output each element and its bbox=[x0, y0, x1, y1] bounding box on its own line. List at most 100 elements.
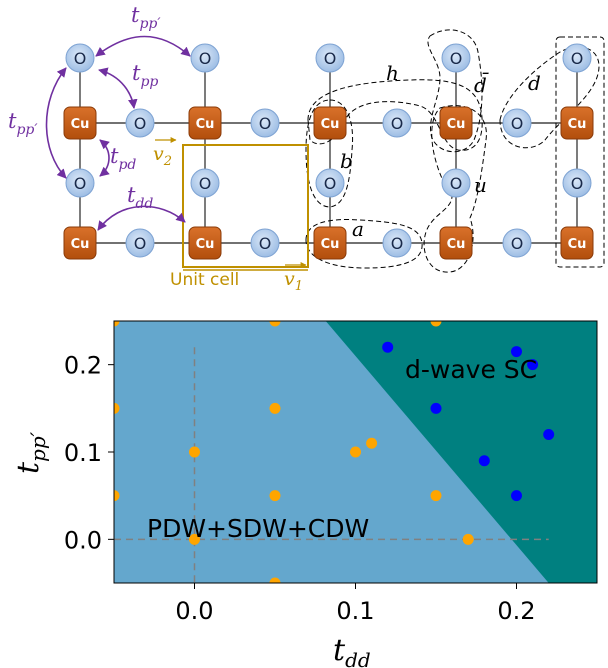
hopping-pp-prime-left-label: tpp′ bbox=[8, 109, 38, 138]
hopping-pp-prime-left-arrow bbox=[45, 67, 67, 179]
hopping-dd-arrow bbox=[97, 205, 186, 231]
pdw-data-point bbox=[269, 321, 281, 327]
o-label: O bbox=[259, 234, 272, 253]
o-atom: O bbox=[190, 43, 220, 73]
cluster-u-label: u bbox=[474, 173, 487, 197]
o-label: O bbox=[391, 234, 404, 253]
cluster-b-label: b bbox=[340, 149, 353, 173]
x-axis-label: tdd bbox=[333, 633, 371, 668]
pdw-data-point bbox=[114, 490, 120, 502]
hopping-pp-prime-top-arrow bbox=[95, 35, 191, 57]
cluster-u-outline bbox=[423, 105, 487, 273]
vector-v1-label: v1 bbox=[284, 268, 303, 294]
o-label: O bbox=[571, 49, 584, 68]
cluster-d-label: d bbox=[528, 71, 541, 95]
sc-data-point bbox=[382, 341, 394, 353]
o-atom: O bbox=[441, 168, 471, 198]
pdw-data-point bbox=[269, 490, 281, 502]
pdw-data-point bbox=[430, 490, 442, 502]
cu-atom: Cu bbox=[439, 106, 473, 140]
cu-label: Cu bbox=[71, 117, 90, 132]
x-tick-label: 0.1 bbox=[336, 597, 374, 625]
hopping-arrows bbox=[45, 35, 191, 231]
o-atom: O bbox=[502, 228, 532, 258]
o-atom: O bbox=[190, 168, 220, 198]
pdw-data-point bbox=[189, 446, 200, 458]
o-label: O bbox=[134, 114, 147, 133]
y-tick-label: 0.2 bbox=[64, 352, 102, 380]
o-label: O bbox=[199, 174, 212, 193]
pdw-data-point bbox=[350, 446, 361, 458]
sc-region-label: d-wave SC bbox=[405, 355, 537, 384]
o-label: O bbox=[74, 49, 87, 68]
sc-region bbox=[325, 321, 597, 583]
cluster-a-outline bbox=[305, 219, 423, 269]
o-atom: O bbox=[382, 228, 412, 258]
y-tick-label: 0.0 bbox=[64, 526, 102, 554]
sc-data-point bbox=[511, 490, 522, 502]
atoms: Cu O Cu O Cu O Cu O Cu Cu O Cu O Cu O Cu O Cu O O O O O O O O O O bbox=[63, 43, 594, 260]
o-label: O bbox=[571, 174, 584, 193]
cu-label: Cu bbox=[447, 117, 466, 132]
cu-atom: Cu bbox=[188, 106, 222, 140]
cu-atom: Cu bbox=[439, 226, 473, 260]
phase-diagram-chart: d-wave SC PDW+SDW+CDW 0.0 0.0 0.1 0.1 0.2 0.2… bbox=[11, 320, 598, 668]
cu-atom: Cu bbox=[560, 226, 594, 260]
axis-ticks: 0.0 0.0 0.1 0.1 0.2 0.2 bbox=[64, 352, 536, 625]
pdw-data-point bbox=[366, 437, 378, 449]
o-atom: O bbox=[562, 168, 592, 198]
y-axis-label: tpp′ bbox=[11, 431, 50, 474]
cu-atom: Cu bbox=[63, 106, 97, 140]
cu-label: Cu bbox=[321, 237, 340, 252]
unit-cell-label: Unit cell bbox=[170, 270, 239, 290]
hopping-pp-label: tpp bbox=[132, 61, 158, 90]
hopping-dd-label: tdd bbox=[127, 183, 153, 212]
cu-atom: Cu bbox=[560, 106, 594, 140]
pdw-data-point bbox=[269, 577, 281, 583]
o-label: O bbox=[511, 114, 524, 133]
o-atom: O bbox=[65, 43, 95, 73]
cu-atom: Cu bbox=[63, 226, 97, 260]
cluster-dbar-outline bbox=[427, 29, 483, 153]
hopping-pp-prime-top-label: tpp′ bbox=[131, 3, 161, 32]
pdw-data-point bbox=[430, 321, 442, 327]
o-label: O bbox=[391, 114, 404, 133]
pdw-data-point bbox=[114, 402, 120, 414]
pdw-data-point bbox=[269, 402, 281, 414]
sc-data-point bbox=[478, 455, 490, 467]
o-label: O bbox=[450, 49, 463, 68]
cluster-outlines bbox=[305, 29, 605, 273]
o-atom: O bbox=[502, 108, 532, 138]
o-atom: O bbox=[250, 228, 280, 258]
o-atom: O bbox=[315, 43, 345, 73]
cu-label: Cu bbox=[568, 117, 587, 132]
cu-label: Cu bbox=[196, 237, 215, 252]
vector-v2-label: v2 bbox=[153, 143, 172, 169]
o-atom: O bbox=[315, 168, 345, 198]
o-atom: O bbox=[441, 43, 471, 73]
y-tick-label: 0.1 bbox=[64, 439, 102, 467]
unit-cell bbox=[182, 144, 309, 271]
cu-label: Cu bbox=[447, 237, 466, 252]
cu-label: Cu bbox=[196, 117, 215, 132]
o-label: O bbox=[74, 174, 87, 193]
o-label: O bbox=[134, 234, 147, 253]
cluster-h-label: h bbox=[386, 61, 399, 85]
o-label: O bbox=[511, 234, 524, 253]
cluster-column-outline bbox=[555, 36, 605, 268]
o-atom: O bbox=[250, 108, 280, 138]
cuprate-lattice-diagram: Cu O Cu O Cu O Cu O Cu Cu O Cu O Cu O Cu O Cu O O O O O O O O O O t… bbox=[8, 3, 605, 294]
cu-atom: Cu bbox=[188, 226, 222, 260]
sc-data-point bbox=[527, 359, 539, 371]
hopping-pd-label: tpd bbox=[110, 144, 136, 173]
pdw-data-point bbox=[462, 533, 474, 545]
sc-data-point bbox=[543, 429, 555, 441]
x-tick-label: 0.0 bbox=[175, 597, 213, 625]
cluster-b-outline bbox=[305, 99, 354, 208]
o-atom: O bbox=[125, 108, 155, 138]
cu-label: Cu bbox=[568, 237, 587, 252]
pdw-region-label: PDW+SDW+CDW bbox=[147, 514, 369, 543]
sc-data-point bbox=[430, 402, 442, 414]
pdw-data-point bbox=[114, 321, 120, 327]
